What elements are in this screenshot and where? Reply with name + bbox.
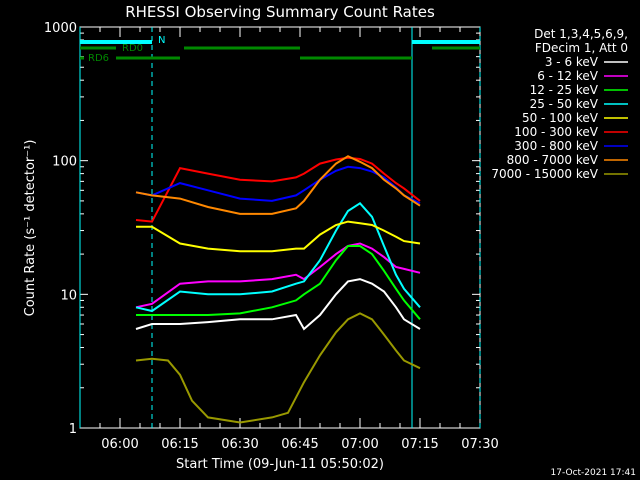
y-tick-label: 10 (60, 288, 77, 303)
legend-header: Det 1,3,4,5,6,9, (534, 27, 628, 41)
series-line (136, 220, 421, 253)
footer-timestamp: 17-Oct-2021 17:41 (551, 468, 636, 478)
legend-header: FDecim 1, Att 0 (535, 41, 628, 55)
series-line (135, 278, 421, 331)
legend-label: 6 - 12 keV (537, 69, 599, 83)
legend-label: 800 - 7000 keV (507, 153, 599, 167)
y-tick-label: 1000 (44, 21, 77, 36)
x-tick-label: 06:30 (221, 437, 258, 452)
legend-label: 100 - 300 keV (514, 125, 598, 139)
series-line (135, 156, 421, 223)
x-tick-label: 07:15 (401, 437, 438, 452)
chart-title: RHESSI Observing Summary Count Rates (125, 3, 435, 21)
flag-label: N (158, 35, 165, 46)
x-tick-label: 07:30 (461, 437, 498, 452)
series-line (135, 312, 421, 424)
y-axis-label: Count Rate (s⁻¹ detector⁻¹) (23, 140, 38, 317)
x-tick-label: 06:15 (161, 437, 198, 452)
legend-label: 3 - 6 keV (545, 55, 599, 69)
x-tick-label: 06:45 (281, 437, 318, 452)
flag-label: RD6 (88, 53, 109, 64)
series-line (136, 245, 421, 320)
series-line (135, 242, 421, 309)
legend-label: 300 - 800 keV (514, 139, 598, 153)
series-line (135, 201, 421, 313)
x-axis-label: Start Time (09-Jun-11 05:50:02) (176, 457, 384, 472)
flag-label: RD0 (122, 43, 143, 54)
legend-label: 12 - 25 keV (530, 83, 599, 97)
series-line (135, 155, 421, 215)
y-tick-label: 100 (52, 155, 77, 170)
legend-label: 25 - 50 keV (530, 97, 599, 111)
legend: Det 1,3,4,5,6,9,FDecim 1, Att 03 - 6 keV… (491, 27, 628, 181)
legend-label: 50 - 100 keV (522, 111, 599, 125)
x-tick-label: 06:00 (101, 437, 138, 452)
plot-area: 1 10 100 1000 06:00 06:15 06:30 06:45 07:00 07:15… (44, 21, 499, 452)
x-tick-label: 07:00 (341, 437, 378, 452)
legend-label: 7000 - 15000 keV (491, 167, 598, 181)
y-tick-label: 1 (69, 422, 77, 437)
